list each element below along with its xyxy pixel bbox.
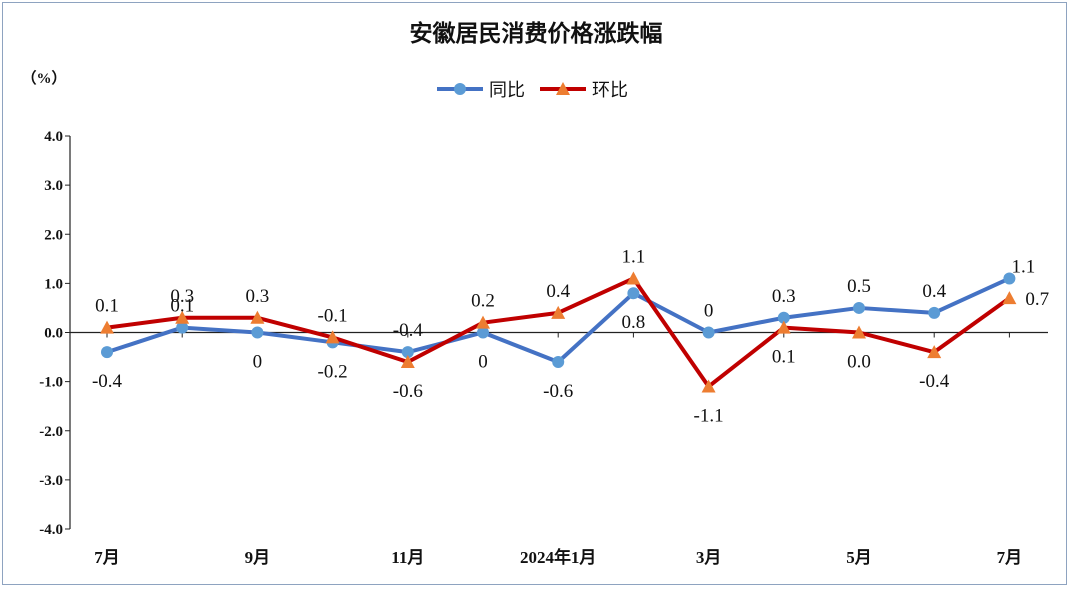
data-point-yoy [477,326,489,339]
chart-title: 安徽居民消费价格涨跌幅 [410,20,663,46]
data-label-yoy: -0.6 [543,381,573,402]
y-tick-label: 3.0 [44,178,63,194]
y-tick-label: 1.0 [44,276,63,292]
data-label-yoy: 0.8 [622,312,646,333]
legend-label: 同比 [489,80,525,100]
data-point-yoy [552,355,565,368]
data-point-yoy [777,311,790,324]
data-point-mom [1002,291,1017,305]
data-label-mom: -1.1 [694,406,724,427]
data-label-mom: 0.2 [471,291,495,312]
series-layer [100,271,1017,393]
data-label-yoy: 0 [253,352,263,373]
x-tick-label: 7月 [997,548,1023,567]
data-labels: -0.4 0.1 0 -0.2 -0.4 0 -0.6 0.8 0 0.3 0.5 0.4 1.1 0.1… [92,246,1049,426]
data-label-mom: 0.7 [1025,289,1049,310]
data-label-mom: 0.4 [546,281,570,302]
legend-marker-triangle [556,82,570,95]
data-label-yoy: 1.1 [1012,256,1036,277]
data-label-mom: -0.4 [919,371,950,392]
x-tick-label: 9月 [245,548,271,567]
y-tick-label: -1.0 [39,375,63,391]
data-label-yoy: -0.4 [393,320,424,341]
data-point-mom [250,310,265,324]
data-label-mom: -0.6 [393,381,423,402]
data-point-yoy [702,326,715,339]
line-chart: 安徽居民消费价格涨跌幅 （%） 同比 环比 4.0 3.0 2.0 1.0 0.0 -1.0… [21,20,1049,567]
data-label-yoy: 0 [478,352,488,373]
data-label-yoy: 0 [704,301,714,322]
data-label-mom: 0.1 [772,347,796,368]
y-tick-label: 0.0 [44,326,63,342]
y-tick-label: 4.0 [44,129,63,145]
data-label-mom: 1.1 [622,246,646,267]
data-label-mom: 0.1 [95,296,119,317]
data-label-yoy: -0.4 [92,371,123,392]
data-point-mom [400,354,415,368]
data-point-yoy [1003,272,1016,285]
data-point-yoy [853,301,865,314]
x-tick-label: 3月 [696,548,722,567]
legend-marker-circle [454,83,466,95]
y-tick-label: -3.0 [39,473,63,489]
data-point-yoy [251,326,264,339]
data-point-mom [776,320,791,334]
data-label-yoy: -0.2 [318,361,348,382]
x-tick-label: 2024年1月 [520,547,597,567]
data-point-mom [476,315,490,329]
data-point-mom [701,379,716,393]
data-point-mom [852,325,866,339]
data-label-yoy: 0.3 [772,286,796,307]
x-tick-label: 5月 [846,548,872,567]
data-label-mom: 0.3 [170,286,194,307]
data-point-mom [927,345,942,359]
data-point-mom [175,310,190,324]
legend: 同比 环比 [437,80,628,100]
data-point-mom [626,271,641,285]
y-tick-label: -2.0 [39,424,63,440]
data-label-yoy: 0.4 [922,281,946,302]
y-tick-label: 2.0 [44,227,63,243]
axes: 4.0 3.0 2.0 1.0 0.0 -1.0 -2.0 -3.0 -4.0 7月 9月 11月 20… [39,129,1048,567]
data-point-yoy [928,306,941,319]
data-label-yoy: 0.5 [847,276,871,297]
data-label-yoy: 0.1 [170,296,194,317]
data-point-mom [551,305,566,319]
data-label-mom: 0.0 [847,352,871,373]
data-point-mom [325,330,340,344]
data-point-mom [100,320,114,334]
legend-label: 环比 [592,80,628,100]
y-axis-unit-label: （%） [21,69,66,87]
y-tick-label: -4.0 [39,522,63,538]
data-point-yoy [627,287,640,300]
data-label-mom: 0.3 [246,286,270,307]
data-point-yoy [101,346,113,359]
data-label-mom: -0.1 [318,305,348,326]
data-point-yoy [176,321,189,334]
x-tick-label: 11月 [391,548,424,567]
data-point-yoy [401,346,414,359]
x-tick-label: 7月 [94,548,120,567]
